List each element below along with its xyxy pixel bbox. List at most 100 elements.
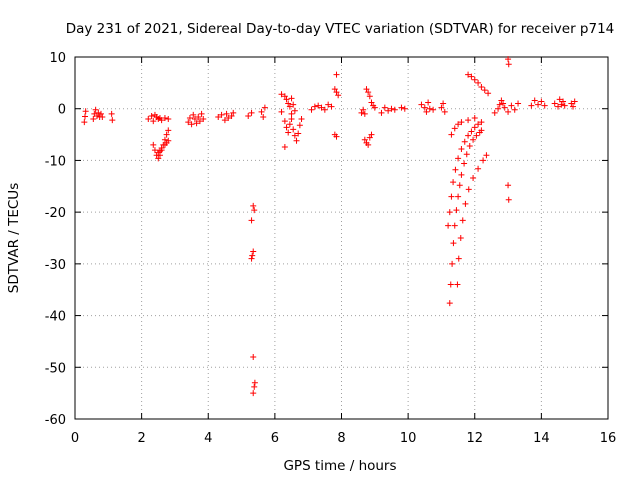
data-point <box>398 104 405 111</box>
data-point <box>453 207 460 214</box>
data-point <box>455 255 462 262</box>
data-point <box>457 235 464 241</box>
data-point <box>108 110 115 117</box>
data-point <box>156 148 163 155</box>
x-tick-label: 2 <box>137 431 145 446</box>
data-point <box>475 165 482 172</box>
data-point <box>452 166 459 173</box>
data-point <box>528 102 535 109</box>
data-point <box>491 109 498 116</box>
data-point <box>82 108 89 115</box>
data-point <box>155 155 162 162</box>
data-point <box>391 106 398 113</box>
y-tick-label: -10 <box>45 154 66 169</box>
data-series <box>418 99 448 115</box>
x-tick-label: 14 <box>533 431 550 446</box>
data-point <box>248 255 255 262</box>
data-point <box>218 111 225 118</box>
data-point <box>455 193 462 200</box>
data-point <box>438 104 445 111</box>
data-point <box>250 248 257 255</box>
data-point <box>388 105 395 112</box>
data-point <box>446 209 453 216</box>
data-point <box>250 390 257 397</box>
data-point <box>361 136 368 143</box>
data-point <box>441 108 448 115</box>
data-point <box>230 109 237 116</box>
data-points <box>81 56 578 397</box>
grid <box>75 57 608 419</box>
data-point <box>260 113 267 120</box>
x-tick-label: 16 <box>600 431 617 446</box>
data-point <box>363 86 370 93</box>
data-point <box>288 95 295 102</box>
data-point <box>286 121 293 128</box>
data-point <box>366 93 373 100</box>
data-point <box>161 136 168 143</box>
data-series <box>445 115 490 307</box>
x-tick-label: 4 <box>204 431 212 446</box>
data-series <box>528 96 578 110</box>
data-point <box>283 96 290 103</box>
data-point <box>198 110 205 117</box>
data-point <box>465 117 472 124</box>
data-point <box>465 132 472 139</box>
data-point <box>475 121 482 128</box>
data-point <box>215 113 222 120</box>
data-point <box>571 98 578 105</box>
data-point <box>249 252 256 259</box>
data-point <box>333 71 340 78</box>
data-point <box>298 116 305 123</box>
data-point <box>295 130 302 137</box>
data-point <box>381 104 388 111</box>
data-point <box>261 104 268 111</box>
data-point <box>368 131 375 138</box>
y-tick-label: -40 <box>45 310 66 325</box>
data-point <box>150 141 157 148</box>
data-series <box>215 109 237 124</box>
data-point <box>463 151 470 158</box>
data-point <box>223 110 230 117</box>
data-point <box>496 101 503 108</box>
data-point <box>468 128 475 135</box>
data-point <box>93 112 100 119</box>
data-point <box>165 137 172 144</box>
data-point <box>570 103 577 110</box>
data-point <box>278 108 285 115</box>
data-point <box>555 103 562 110</box>
chart-title: Day 231 of 2021, Sidereal Day-to-day VTE… <box>66 21 615 37</box>
data-point <box>360 106 367 113</box>
axis-ticks: 0 2 4 6 8 10 12 14 16 10 0 -10 -20 -30 -40 -50 -60 <box>45 51 617 446</box>
data-point <box>505 182 512 189</box>
data-point <box>161 115 168 122</box>
data-point <box>248 109 255 116</box>
data-point <box>449 260 456 267</box>
data-point <box>556 96 563 103</box>
data-point <box>561 102 568 109</box>
data-point <box>401 105 408 112</box>
data-point <box>150 118 157 125</box>
data-point <box>458 146 465 153</box>
x-tick-label: 8 <box>337 431 345 446</box>
data-point <box>455 121 462 128</box>
data-point <box>462 200 469 207</box>
data-point <box>423 108 430 115</box>
data-point <box>358 109 365 116</box>
y-tick-label: 0 <box>58 103 66 118</box>
data-point <box>311 103 318 110</box>
data-point <box>308 106 315 113</box>
data-point <box>315 102 322 109</box>
data-point <box>450 240 457 247</box>
data-point <box>498 97 505 104</box>
data-series <box>185 110 207 128</box>
data-point <box>251 207 258 214</box>
data-point <box>531 97 538 104</box>
data-point <box>541 102 548 109</box>
data-point <box>470 136 477 143</box>
data-point <box>151 147 158 154</box>
data-point <box>445 222 452 229</box>
data-point <box>511 106 518 113</box>
data-point <box>560 98 567 105</box>
data-point <box>325 101 332 108</box>
data-point <box>196 118 203 125</box>
